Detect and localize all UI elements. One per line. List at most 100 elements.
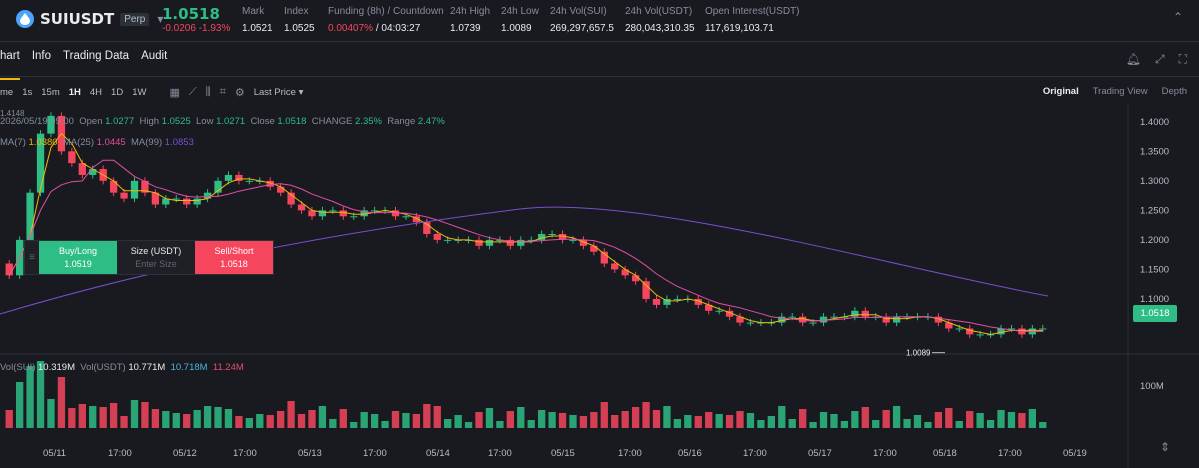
volume-bar — [381, 421, 389, 428]
price-chart[interactable]: 1.4000 1.3500 1.3000 1.2500 1.2000 1.1500 1.10… — [0, 104, 1199, 468]
volume-bar — [788, 419, 796, 428]
stat-24h-vol-usdt: 24h Vol(USDT) 280,043,310.35 — [625, 6, 695, 34]
volume-bar — [611, 415, 619, 428]
volume-bar — [621, 411, 629, 428]
volume-bar — [945, 408, 953, 428]
volume-bar — [715, 414, 723, 428]
drag-handle-icon[interactable]: ≡ — [29, 252, 35, 263]
stat-24h-high: 24h High 1.0739 — [450, 6, 491, 34]
view-depth[interactable]: Depth — [1161, 86, 1187, 97]
candle-body — [746, 322, 755, 324]
fullscreen-icon[interactable]: ⛶ — [1178, 52, 1187, 66]
candle-body — [444, 239, 452, 241]
volume-bar — [590, 412, 598, 428]
time-tick-label: 05/11 — [43, 448, 66, 459]
tab-audit[interactable]: Audit — [141, 50, 168, 62]
settings-icon[interactable]: ⚙ — [234, 86, 245, 99]
calendar-icon[interactable]: ▦ — [169, 86, 180, 99]
volume-bar — [569, 415, 577, 428]
candle-body — [736, 316, 744, 323]
volume-bar — [1039, 422, 1047, 428]
candle-body — [506, 239, 514, 246]
price-change: -0.0206 -1.93% — [162, 23, 231, 34]
volume-bar — [172, 413, 180, 428]
time-tick-label: 05/15 — [551, 448, 575, 459]
symbol-selector[interactable]: SUIUSDT Perp ▾ — [16, 10, 163, 28]
ohlc-legend: 2026/05/19 09:00 Open 1.0277 High 1.0525… — [0, 116, 445, 127]
volume-bar — [360, 412, 368, 428]
size-input[interactable]: Size (USDT) Enter Size — [117, 241, 195, 274]
view-trading-view[interactable]: Trading View — [1092, 86, 1148, 97]
ma7-line — [8, 132, 1043, 335]
volume-bar — [99, 407, 107, 428]
candle-body — [151, 192, 160, 205]
candle-body — [402, 216, 410, 218]
volume-bar — [454, 415, 462, 428]
stat-funding[interactable]: Funding (8h) / Countdown 0.00407% / 04:03… — [328, 6, 444, 34]
time-tick-label: 17:00 — [363, 448, 387, 459]
price-type-select[interactable]: Last Price ▾ — [253, 86, 304, 98]
time-label[interactable]: me — [0, 86, 14, 98]
dropdown-arrow-icon[interactable]: ▾ — [157, 12, 164, 26]
interval-15m[interactable]: 15m — [41, 86, 60, 98]
candle-body — [423, 222, 431, 234]
time-tick-label: 05/13 — [298, 448, 322, 459]
interval-1d[interactable]: 1D — [111, 86, 124, 98]
candle-body — [47, 115, 55, 134]
volume-bar — [778, 406, 786, 428]
volume-bar — [475, 412, 483, 428]
expand-icon[interactable]: ⤢ — [1154, 52, 1165, 66]
volume-bar — [339, 409, 347, 428]
candle-body — [130, 180, 139, 199]
volume-bar — [297, 414, 306, 428]
tab-chart[interactable]: hart — [0, 50, 20, 80]
candle-body — [997, 328, 1005, 335]
volume-bar — [141, 402, 149, 428]
volume-bar — [26, 366, 34, 428]
volume-bar — [1018, 413, 1026, 428]
volume-bar — [370, 414, 379, 428]
chevron-up-icon[interactable]: ⌃ — [1172, 10, 1183, 24]
interval-1w[interactable]: 1W — [132, 86, 147, 98]
interval-1h[interactable]: 1H — [68, 86, 81, 98]
price-tick-label: 1.1000 — [1140, 294, 1169, 305]
volume-bar — [68, 408, 76, 428]
volume-bar — [47, 399, 55, 428]
interval-1s[interactable]: 1s — [22, 86, 33, 98]
indicator-icon[interactable]: ⌗ — [219, 85, 226, 98]
stat-24h-low: 24h Low 1.0089 — [501, 6, 539, 34]
line-tool-icon[interactable]: ⟋ — [188, 85, 197, 98]
candle-body — [391, 210, 400, 217]
buy-long-button[interactable]: Buy/Long 1.0519 — [39, 241, 117, 274]
bell-icon[interactable]: 🔔︎ — [1125, 52, 1141, 66]
view-original[interactable]: Original — [1042, 86, 1079, 97]
volume-bar — [423, 404, 431, 428]
candle-body — [485, 239, 494, 246]
stat-24h-vol-sui: 24h Vol(SUI) 269,297,657.5 — [550, 6, 614, 34]
sell-short-button[interactable]: Sell/Short 1.0518 — [195, 241, 273, 274]
candle-type-icon[interactable]: ⫼ — [205, 85, 211, 98]
volume-bar — [203, 406, 212, 428]
last-price: 1.0518 — [162, 5, 220, 23]
view-switcher: Original Trading View Depth — [1043, 86, 1187, 97]
price-tick-label: 1.1500 — [1140, 264, 1169, 275]
scale-toggle-icon[interactable]: ⇕ — [1160, 440, 1171, 454]
volume-bar — [329, 419, 337, 428]
volume-bar — [767, 416, 775, 428]
time-tick-label: 05/18 — [933, 448, 957, 459]
tab-trading-data[interactable]: Trading Data — [63, 50, 130, 62]
volume-tick-label: 100M — [1140, 381, 1164, 392]
candle-body — [109, 180, 118, 193]
volume-bar — [903, 419, 911, 428]
candle-body — [621, 269, 629, 276]
volume-bar — [924, 422, 932, 428]
candle-body — [1007, 328, 1016, 330]
volume-bar — [642, 402, 650, 428]
volume-bar — [433, 406, 441, 428]
candle-body — [235, 174, 243, 181]
interval-4h[interactable]: 4H — [89, 86, 103, 98]
candle-body — [705, 304, 713, 311]
volume-bar — [350, 422, 358, 428]
tab-info[interactable]: Info — [31, 50, 52, 62]
candle-body — [89, 169, 97, 175]
